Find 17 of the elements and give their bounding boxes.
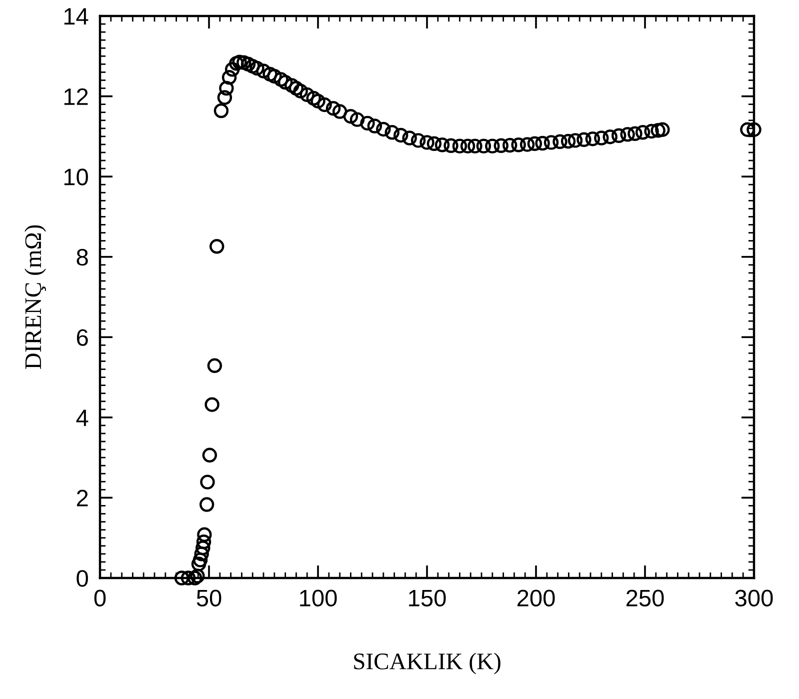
x-tick-label: 100 xyxy=(300,590,337,606)
y-tick-label: 6 xyxy=(76,329,88,346)
y-axis-title: DIRENÇ (mΩ) xyxy=(24,225,46,370)
y-tick-label: 4 xyxy=(76,410,88,426)
y-tick-label: 0 xyxy=(76,570,88,587)
y-tick-label: 2 xyxy=(76,490,88,506)
y-tick-label: 12 xyxy=(64,88,88,105)
x-tick-label: 200 xyxy=(517,590,555,606)
x-tick-label: 0 xyxy=(94,590,106,606)
y-tick-label: 14 xyxy=(64,8,88,25)
x-tick-label: 300 xyxy=(735,590,773,606)
x-tick-label: 150 xyxy=(409,590,446,606)
x-tick-label: 250 xyxy=(626,590,664,606)
x-tick-label: 50 xyxy=(196,590,222,606)
x-axis-title: SICAKLIK (K) xyxy=(354,652,500,674)
y-tick-label: 10 xyxy=(64,168,88,186)
y-tick-label: 8 xyxy=(76,248,88,266)
